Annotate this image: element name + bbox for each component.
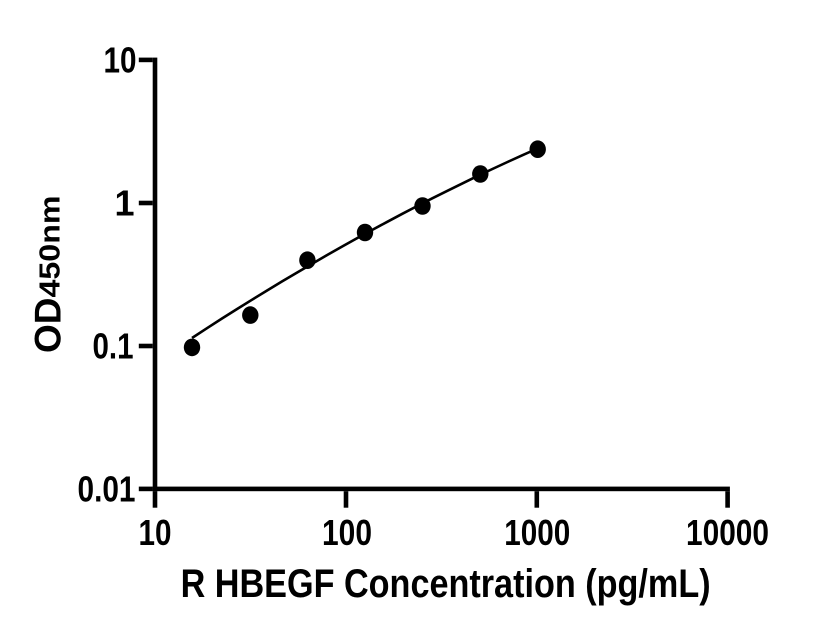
svg-text:0.01: 0.01 <box>78 468 136 509</box>
svg-text:10000: 10000 <box>686 512 769 553</box>
svg-text:1000: 1000 <box>504 512 570 553</box>
svg-text:R HBEGF Concentration (pg/mL): R HBEGF Concentration (pg/mL) <box>181 562 711 606</box>
svg-text:1: 1 <box>114 182 134 223</box>
svg-text:100: 100 <box>322 512 372 553</box>
svg-text:450nm: 450nm <box>35 196 67 298</box>
svg-text:10: 10 <box>139 512 172 553</box>
svg-text:OD: OD <box>27 298 68 354</box>
svg-text:10: 10 <box>104 39 137 80</box>
svg-text:0.1: 0.1 <box>93 325 134 366</box>
